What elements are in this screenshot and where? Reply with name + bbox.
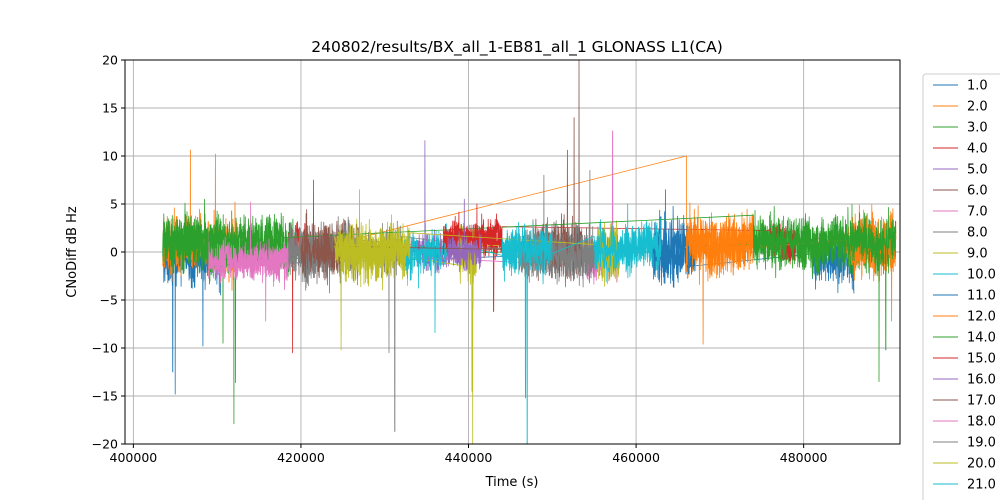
y-tick-label: −10 — [92, 341, 118, 356]
series-21.0 — [501, 203, 662, 277]
series-line-14.0 — [162, 198, 897, 351]
chart-title: 240802/results/BX_all_1-EB81_all_1 GLONA… — [311, 38, 723, 57]
series-14.0 — [162, 198, 897, 351]
series-line-16.0 — [447, 198, 482, 274]
legend-entry: 1.0 — [967, 79, 988, 94]
legend-entry: 18.0 — [967, 415, 996, 430]
series-18.0 — [208, 201, 289, 282]
x-axis-label: Time (s) — [485, 475, 539, 490]
legend-entry: 20.0 — [967, 457, 996, 472]
legend-entry: 16.0 — [967, 373, 996, 388]
legend-entry: 7.0 — [967, 205, 988, 220]
legend-box — [922, 73, 1000, 500]
legend-entry: 10.0 — [967, 268, 996, 283]
y-tick-label: 0 — [110, 245, 118, 260]
legend-entry: 12.0 — [967, 310, 996, 325]
y-tick-label: 5 — [110, 197, 118, 212]
legend-entry: 14.0 — [967, 331, 996, 346]
y-tick-label: 15 — [102, 101, 118, 116]
y-axis: −20 −15 −10 −5 0 5 10 15 20 — [92, 53, 125, 452]
y-tick-label: −5 — [100, 293, 118, 308]
x-tick-label: 420000 — [277, 450, 325, 465]
legend-entry: 8.0 — [967, 226, 988, 241]
series-16.0 — [447, 198, 482, 274]
series-group — [162, 60, 897, 444]
y-tick-label: 10 — [102, 149, 118, 164]
legend-entry: 4.0 — [967, 142, 988, 157]
legend: 1.0 2.0 3.0 4.0 5.0 6.0 7.0 8.0 9.0 10.0 11.0 12.0 1… — [922, 73, 1000, 500]
x-axis: 400000 420000 440000 460000 480000 — [110, 444, 828, 465]
y-tick-label: 20 — [102, 53, 118, 68]
series-line-21.0 — [501, 203, 662, 277]
series-15.0 — [443, 203, 503, 259]
x-tick-label: 460000 — [612, 450, 660, 465]
legend-entry: 9.0 — [967, 247, 988, 262]
x-tick-label: 480000 — [780, 450, 828, 465]
legend-entry: 11.0 — [967, 289, 996, 304]
legend-entry: 17.0 — [967, 394, 996, 409]
legend-entry: 3.0 — [967, 121, 988, 136]
series-line-15.0 — [443, 203, 503, 259]
legend-entry: 5.0 — [967, 163, 988, 178]
legend-entry: 15.0 — [967, 352, 996, 367]
y-tick-label: −15 — [92, 389, 118, 404]
series-line-18.0 — [208, 201, 289, 282]
y-tick-label: −20 — [92, 437, 118, 452]
legend-entry: 6.0 — [967, 184, 988, 199]
y-axis-label: CNoDiff dB Hz — [65, 206, 80, 298]
legend-entry: 19.0 — [967, 436, 996, 451]
legend-entry: 21.0 — [967, 478, 996, 493]
legend-entry: 2.0 — [967, 100, 988, 115]
x-tick-label: 440000 — [445, 450, 493, 465]
x-tick-label: 400000 — [110, 450, 158, 465]
